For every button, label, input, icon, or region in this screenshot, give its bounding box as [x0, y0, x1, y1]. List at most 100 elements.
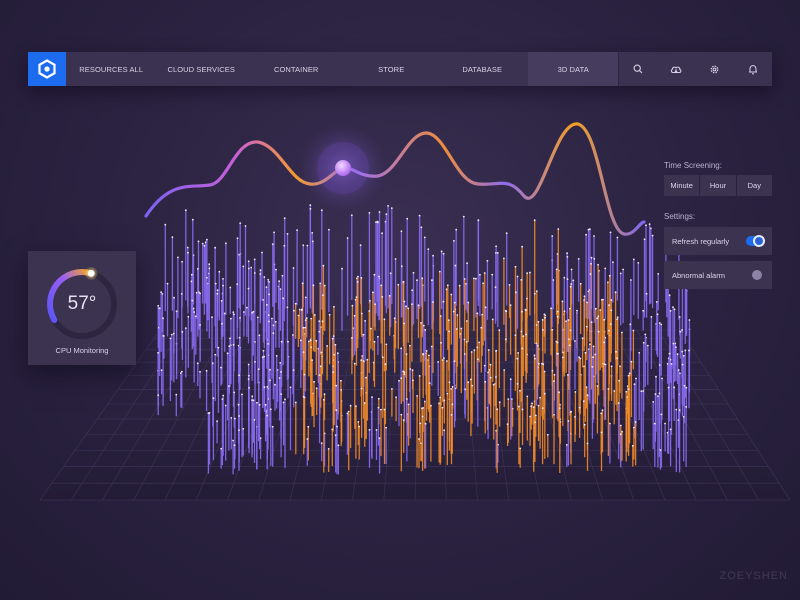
nav-store[interactable]: STORE [378, 64, 405, 74]
data-bar-cap [251, 399, 253, 401]
nav-3d-data[interactable]: 3D DATA [528, 52, 619, 86]
data-bar-cap [280, 371, 282, 373]
data-bar-cap [550, 307, 552, 310]
data-bar-cap [402, 280, 405, 283]
data-bar-cap [612, 261, 614, 264]
data-bar-cap [590, 321, 593, 324]
data-bar-cap [602, 298, 604, 301]
data-bar-cap [660, 323, 663, 326]
data-bar-cap [516, 357, 519, 360]
data-bar-cap [567, 420, 570, 422]
data-bar-cap [412, 379, 414, 382]
data-bar-cap [529, 271, 531, 274]
data-bar-cap [669, 428, 672, 431]
data-bar-cap [298, 308, 301, 311]
data-bar-cap [315, 339, 318, 342]
data-bar-cap [569, 307, 571, 310]
data-bar-cap [453, 360, 456, 363]
data-bar-cap [269, 379, 271, 382]
data-bar-cap [173, 296, 175, 299]
data-bar-cap [411, 289, 414, 292]
data-bar-cap [263, 355, 266, 358]
data-bar-cap [616, 357, 618, 360]
settings-button[interactable] [696, 52, 734, 86]
data-bar-cap [619, 424, 622, 427]
data-bar-cap [340, 389, 343, 391]
data-bar-cap [319, 282, 322, 285]
data-bar-cap [256, 401, 258, 404]
data-bar-cap [289, 386, 292, 389]
data-bar-cap [169, 337, 172, 340]
data-bar-cap [360, 312, 363, 315]
data-bar-cap [259, 273, 262, 275]
nav-database[interactable]: DATABASE [462, 64, 503, 74]
time-option-hour[interactable]: Hour [700, 175, 736, 196]
data-bar-cap [406, 217, 409, 220]
data-bar-cap [596, 317, 599, 320]
data-bar-cap [248, 374, 250, 377]
data-bar-cap [305, 317, 308, 319]
data-bar-cap [610, 309, 613, 312]
data-bar-cap [551, 235, 554, 237]
data-bar-cap [521, 245, 523, 248]
data-bar-cap [593, 257, 596, 260]
data-bar-cap [181, 260, 184, 263]
alarm-toggle[interactable] [746, 270, 764, 280]
data-bar-cap [405, 305, 407, 308]
data-bar-cap [211, 316, 213, 319]
nav-cloud-services[interactable]: CLOUD SERVICES [167, 64, 235, 74]
data-bar-cap [439, 315, 442, 317]
alarm-setting-label: Abnormal alarm [672, 270, 725, 280]
time-option-day[interactable]: Day [736, 175, 772, 196]
nav-resources-all[interactable]: RESOURCES ALL [79, 64, 144, 74]
data-bar-cap [265, 304, 268, 306]
data-bar-cap [421, 277, 424, 280]
data-bar-cap [371, 396, 373, 398]
time-option-minute[interactable]: Minute [664, 175, 700, 196]
data-bar-cap [557, 352, 559, 355]
refresh-setting-row: Refresh regularly [664, 227, 772, 255]
cpu-temperature-value: 57° [67, 293, 97, 314]
data-bar-cap [265, 286, 268, 289]
data-bar-cap [206, 238, 208, 241]
logo-button[interactable] [28, 52, 67, 86]
cloud-button[interactable] [657, 52, 695, 86]
data-bar-cap [374, 303, 376, 306]
data-bar-cap [507, 398, 510, 400]
data-bar-cap [546, 433, 549, 436]
data-bar-cap [455, 328, 458, 330]
data-bar-cap [630, 279, 632, 281]
data-bar-cap [247, 363, 250, 366]
data-bar-cap [333, 305, 335, 308]
data-bar-cap [628, 372, 631, 375]
data-bar-cap [514, 334, 517, 337]
data-bar-cap [381, 296, 384, 298]
data-bar-cap [582, 400, 585, 403]
nav-container[interactable]: CONTAINER [273, 64, 319, 74]
data-bar-cap [380, 408, 382, 411]
data-bar-cap [301, 282, 304, 285]
data-bar-cap [453, 240, 455, 242]
data-bar-cap [504, 338, 507, 341]
time-screening-title: Time Screening: [664, 161, 722, 170]
top-navbar: RESOURCES ALL CLOUD SERVICES CONTAINER S… [28, 52, 772, 86]
data-bar-cap [543, 370, 546, 373]
data-bar-cap [318, 330, 321, 333]
data-bar-cap [427, 248, 430, 251]
data-bar-cap [385, 213, 388, 216]
data-bar-cap [418, 214, 421, 217]
data-bar-cap [286, 306, 289, 309]
data-bar-cap [365, 376, 367, 379]
search-button[interactable] [619, 52, 657, 86]
data-bar-cap [567, 374, 569, 376]
notifications-button[interactable] [734, 52, 772, 86]
data-bar-cap [252, 399, 255, 402]
data-bar-cap [579, 357, 582, 360]
data-bar-cap [157, 394, 160, 396]
data-bar-cap [660, 413, 663, 416]
data-bar-cap [668, 352, 671, 355]
data-bar-cap [673, 386, 676, 389]
data-bar-cap [264, 403, 267, 406]
refresh-toggle[interactable] [746, 235, 765, 247]
data-bar-cap [638, 351, 641, 354]
